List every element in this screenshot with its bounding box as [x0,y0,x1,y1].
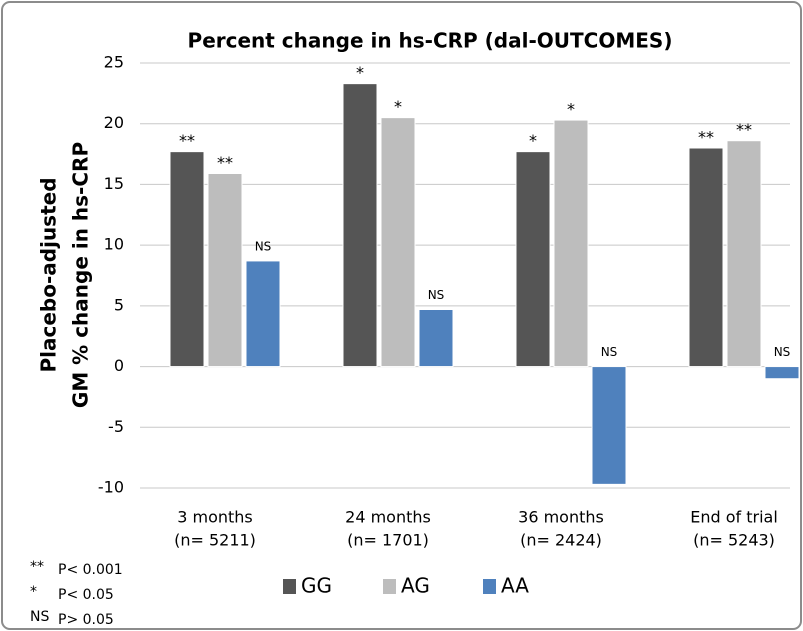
significance-label: NS [428,288,445,302]
bar [245,260,281,368]
significance-label: * [529,131,537,150]
y-tick-label: 20 [104,113,124,132]
bar [764,366,800,380]
legend-swatch [483,579,496,594]
bar [380,117,416,368]
note-text: P< 0.001 [58,562,123,578]
bar [418,309,454,368]
y-tick-label: -5 [108,417,124,436]
y-tick-label: 5 [114,295,124,314]
legend-label: GG [301,574,332,598]
significance-label: ** [698,128,714,147]
bar [515,151,551,368]
legend-swatch [383,579,396,594]
note-text: P< 0.05 [58,587,114,603]
legend-swatch [283,579,296,594]
note-symbol: * [30,584,37,600]
bar [726,140,762,368]
y-tick-label: 25 [104,53,124,72]
significance-label: NS [774,345,791,359]
significance-label: * [394,97,402,116]
x-tick-label: 24 months [345,508,431,527]
legend-label: AG [401,574,430,598]
note-symbol: NS [30,609,49,625]
note-text: P> 0.05 [58,612,114,628]
x-tick-label: (n= 2424) [520,531,602,550]
significance-label: * [567,100,575,119]
bar [342,83,378,368]
significance-label: ** [179,131,195,150]
legend-label: AA [501,574,529,598]
x-tick-label: (n= 1701) [347,531,429,550]
bar [553,119,589,368]
x-tick-label: End of trial [690,508,778,527]
y-tick-label: -10 [98,478,124,497]
chart-title: Percent change in hs-CRP (dal-OUTCOMES) [188,29,673,53]
significance-label: NS [601,345,618,359]
y-tick-label: 10 [104,235,124,254]
bar [169,151,205,368]
x-tick-label: (n= 5243) [693,531,775,550]
significance-label: * [356,63,364,82]
y-tick-label: 0 [114,356,124,375]
y-axis-title: Placebo-adjusted [37,177,61,372]
note-symbol: ** [30,559,44,575]
x-tick-label: 36 months [518,508,604,527]
bar [688,147,724,368]
bar [591,366,627,485]
significance-label: ** [736,120,752,139]
significance-label: ** [217,153,233,172]
y-tick-label: 15 [104,174,124,193]
y-axis-title: GM % change in hs-CRP [69,142,93,408]
significance-label: NS [255,239,272,253]
bar [207,173,243,368]
x-tick-label: (n= 5211) [174,531,256,550]
x-tick-label: 3 months [177,508,253,527]
